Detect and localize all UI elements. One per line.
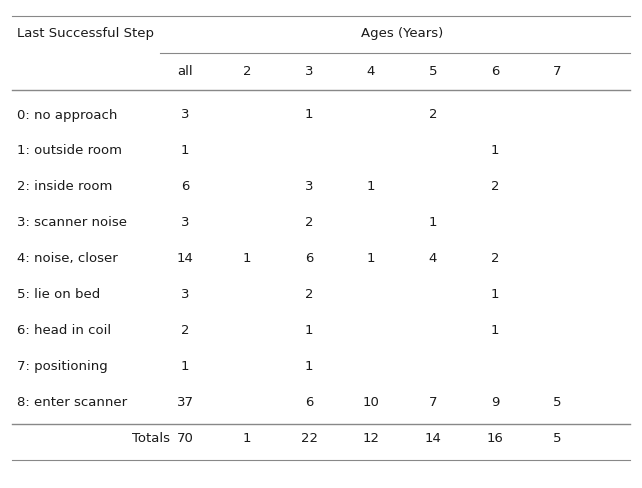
Text: 5: 5	[553, 431, 561, 445]
Text: 12: 12	[363, 431, 379, 445]
Text: 2: 2	[243, 64, 251, 77]
Text: 3: scanner noise: 3: scanner noise	[17, 216, 127, 229]
Text: 5: lie on bed: 5: lie on bed	[17, 288, 100, 301]
Text: 16: 16	[487, 431, 503, 445]
Text: 3: 3	[305, 64, 313, 77]
Text: 1: 1	[181, 144, 189, 157]
Text: 1: 1	[243, 252, 251, 265]
Text: 1: 1	[305, 360, 313, 373]
Text: 6: 6	[305, 252, 313, 265]
Text: 1: 1	[243, 431, 251, 445]
Text: 1: 1	[490, 324, 499, 337]
Text: 6: 6	[305, 396, 313, 408]
Text: 1: 1	[429, 216, 437, 229]
Text: 4: 4	[367, 64, 375, 77]
Text: 5: 5	[553, 396, 561, 408]
Text: 1: 1	[490, 144, 499, 157]
Text: Last Successful Step: Last Successful Step	[17, 27, 154, 41]
Text: 2: 2	[490, 252, 499, 265]
Text: 2: 2	[305, 288, 313, 301]
Text: 6: 6	[181, 180, 189, 193]
Text: 2: inside room: 2: inside room	[17, 180, 112, 193]
Text: Totals: Totals	[132, 431, 170, 445]
Text: 6: 6	[491, 64, 499, 77]
Text: 1: 1	[490, 288, 499, 301]
Text: 7: 7	[429, 396, 437, 408]
Text: 2: 2	[181, 324, 189, 337]
Text: 2: 2	[490, 180, 499, 193]
Text: all: all	[177, 64, 193, 77]
Text: 8: enter scanner: 8: enter scanner	[17, 396, 127, 408]
Text: 1: 1	[367, 180, 376, 193]
Text: 1: 1	[367, 252, 376, 265]
Text: 3: 3	[181, 216, 189, 229]
Text: 1: 1	[305, 108, 313, 121]
Text: 4: 4	[429, 252, 437, 265]
Text: 4: noise, closer: 4: noise, closer	[17, 252, 117, 265]
Text: 1: 1	[305, 324, 313, 337]
Text: Ages (Years): Ages (Years)	[361, 27, 443, 41]
Text: 14: 14	[177, 252, 193, 265]
Text: 10: 10	[363, 396, 379, 408]
Text: 1: 1	[181, 360, 189, 373]
Text: 22: 22	[300, 431, 318, 445]
Text: 0: no approach: 0: no approach	[17, 108, 117, 121]
Text: 3: 3	[181, 288, 189, 301]
Text: 9: 9	[491, 396, 499, 408]
Text: 7: positioning: 7: positioning	[17, 360, 108, 373]
Text: 7: 7	[553, 64, 561, 77]
Text: 1: outside room: 1: outside room	[17, 144, 122, 157]
Text: 5: 5	[429, 64, 437, 77]
Text: 14: 14	[424, 431, 442, 445]
Text: 3: 3	[181, 108, 189, 121]
Text: 37: 37	[177, 396, 193, 408]
Text: 2: 2	[429, 108, 437, 121]
Text: 6: head in coil: 6: head in coil	[17, 324, 111, 337]
Text: 2: 2	[305, 216, 313, 229]
Text: 3: 3	[305, 180, 313, 193]
Text: 70: 70	[177, 431, 193, 445]
